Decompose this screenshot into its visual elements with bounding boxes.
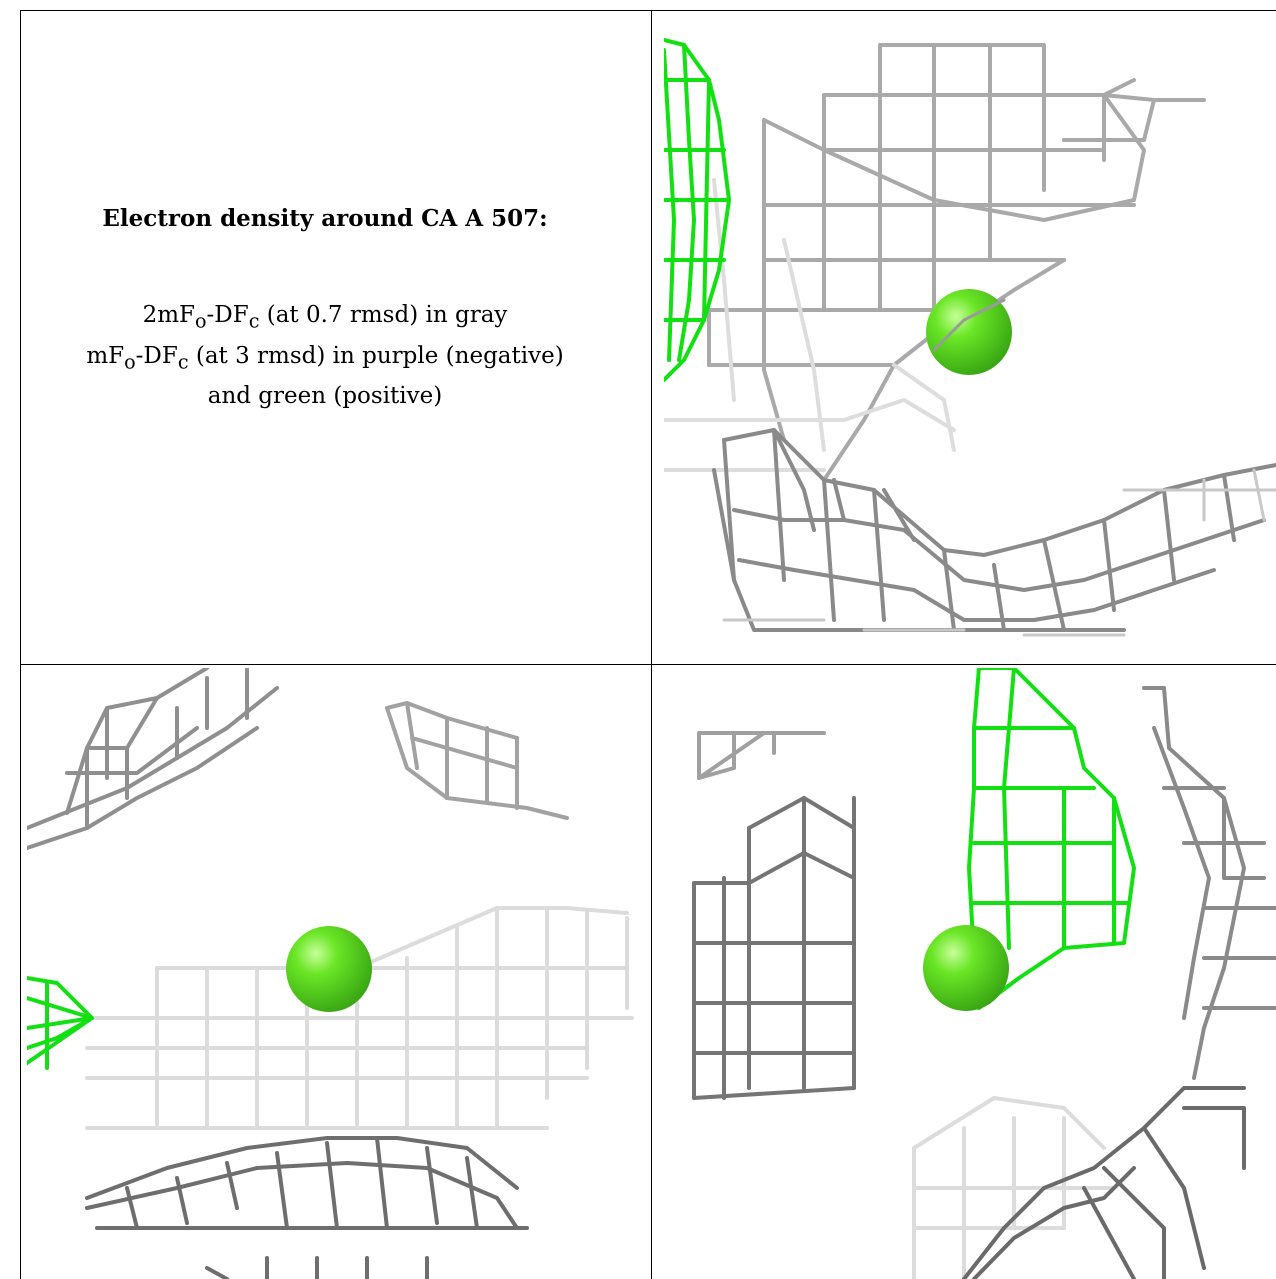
- gray-mesh-faded: [664, 178, 956, 472]
- figure-caption: Electron density around CA A 507: 2mFo-D…: [20, 205, 630, 414]
- gray-mesh-top-right: [385, 701, 569, 820]
- view-bottom-right: [664, 668, 1276, 1279]
- green-mesh-right: [967, 668, 1136, 1010]
- gray-mesh-top-left: [27, 668, 279, 850]
- grid-line-left: [20, 10, 21, 1279]
- calcium-ion: [923, 925, 1009, 1011]
- gray-mesh-small: [697, 731, 826, 780]
- gray-mesh-lower: [712, 428, 1276, 632]
- calcium-ion: [286, 926, 372, 1012]
- green-mesh-left: [664, 38, 731, 382]
- caption-line-green: and green (positive): [207, 383, 443, 410]
- caption-title: Electron density around CA A 507:: [102, 205, 548, 232]
- calcium-ion: [926, 289, 1012, 375]
- grid-line-top: [20, 10, 1276, 11]
- gray-mesh-bottom-light: [912, 1096, 1116, 1279]
- grid-line-center: [651, 10, 652, 1279]
- gray-mesh-center-light: [85, 906, 634, 1130]
- gray-mesh-upper: [707, 43, 1206, 482]
- view-bottom-left: [27, 668, 639, 1279]
- grid-line-middle: [20, 664, 1276, 665]
- gray-mesh-lower-light: [722, 468, 1276, 637]
- caption-line-mfo: mFo-DFc (at 3 rmsd) in purple (negative): [86, 342, 564, 374]
- green-mesh-left: [27, 976, 94, 1070]
- gray-mesh-bottom: [85, 1136, 529, 1279]
- caption-line-2mfo: 2mFo-DFc (at 0.7 rmsd) in gray: [142, 302, 508, 333]
- gray-mesh-bottom-dark: [962, 1086, 1246, 1279]
- view-top-right: [664, 20, 1276, 645]
- gray-mesh-left: [692, 796, 856, 1100]
- gray-mesh-right: [1142, 686, 1276, 1080]
